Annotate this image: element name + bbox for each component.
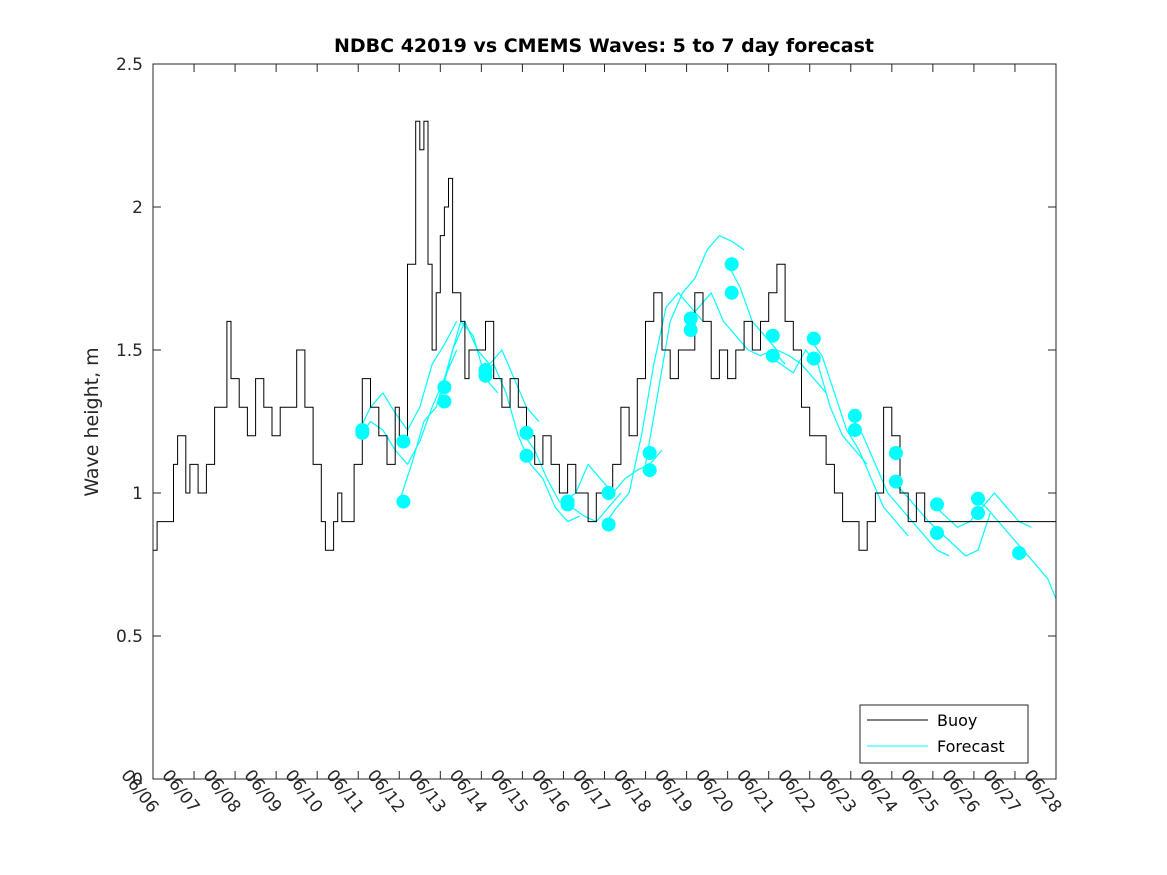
forecast-marker [806, 351, 821, 366]
forecast-run-line [932, 492, 1032, 528]
forecast-run-line [481, 363, 581, 523]
forecast-marker [437, 380, 452, 395]
y-tick-label: 0 [132, 770, 143, 790]
forecast-marker [642, 463, 657, 478]
y-tick-label: 2 [132, 198, 143, 218]
forecast-run-line [973, 498, 1057, 600]
forecast-run-line [604, 292, 704, 525]
forecast-run-line [809, 338, 909, 537]
forecast-marker [724, 257, 739, 272]
legend-box [859, 704, 1029, 764]
y-tick-label: 1 [132, 484, 143, 504]
forecast-run-line [768, 349, 868, 465]
forecast-marker [847, 408, 862, 423]
forecast-marker [888, 474, 903, 489]
forecast-marker [396, 494, 411, 509]
y-axis-label: Wave height, m [81, 347, 103, 496]
forecast-marker [642, 446, 657, 460]
plot-area [153, 120, 1057, 600]
forecast-marker [806, 331, 821, 346]
forecast-marker [888, 446, 903, 460]
chart-title: NDBC 42019 vs CMEMS Waves: 5 to 7 day fo… [334, 35, 874, 57]
forecast-marker [355, 423, 370, 438]
forecast-marker [971, 506, 985, 520]
forecast-run-line [727, 263, 827, 394]
forecast-marker [683, 323, 698, 337]
forecast-marker [765, 328, 780, 343]
forecast-marker [601, 486, 616, 500]
forecast-marker [683, 311, 698, 326]
forecast-marker [478, 368, 493, 383]
legend-label-buoy: Buoy [937, 711, 977, 730]
forecast-marker [601, 517, 616, 532]
forecast-marker [519, 425, 534, 440]
forecast-marker [724, 285, 739, 300]
legend: Buoy Forecast [859, 704, 1029, 764]
forecast-marker [847, 423, 862, 438]
y-tick-label: 1.5 [116, 341, 143, 361]
y-tick-label: 0.5 [116, 627, 143, 647]
buoy-series-line [153, 120, 1056, 551]
forecast-run-line [644, 235, 745, 465]
forecast-marker [930, 526, 944, 540]
legend-label-forecast: Forecast [937, 737, 1005, 756]
forecast-marker [930, 497, 944, 512]
forecast-run-line [850, 415, 950, 557]
forecast-marker [560, 497, 575, 512]
forecast-run-line [439, 320, 540, 422]
forecast-marker [765, 348, 780, 363]
forecast-marker [1012, 546, 1027, 561]
forecast-marker [396, 434, 411, 449]
y-axis-ticks: 0 0.5 1 1.5 2 2.5 [116, 55, 1056, 790]
y-tick-label: 2.5 [116, 55, 143, 75]
forecast-marker [437, 394, 452, 409]
forecast-marker [519, 448, 534, 463]
forecast-marker [971, 491, 985, 506]
